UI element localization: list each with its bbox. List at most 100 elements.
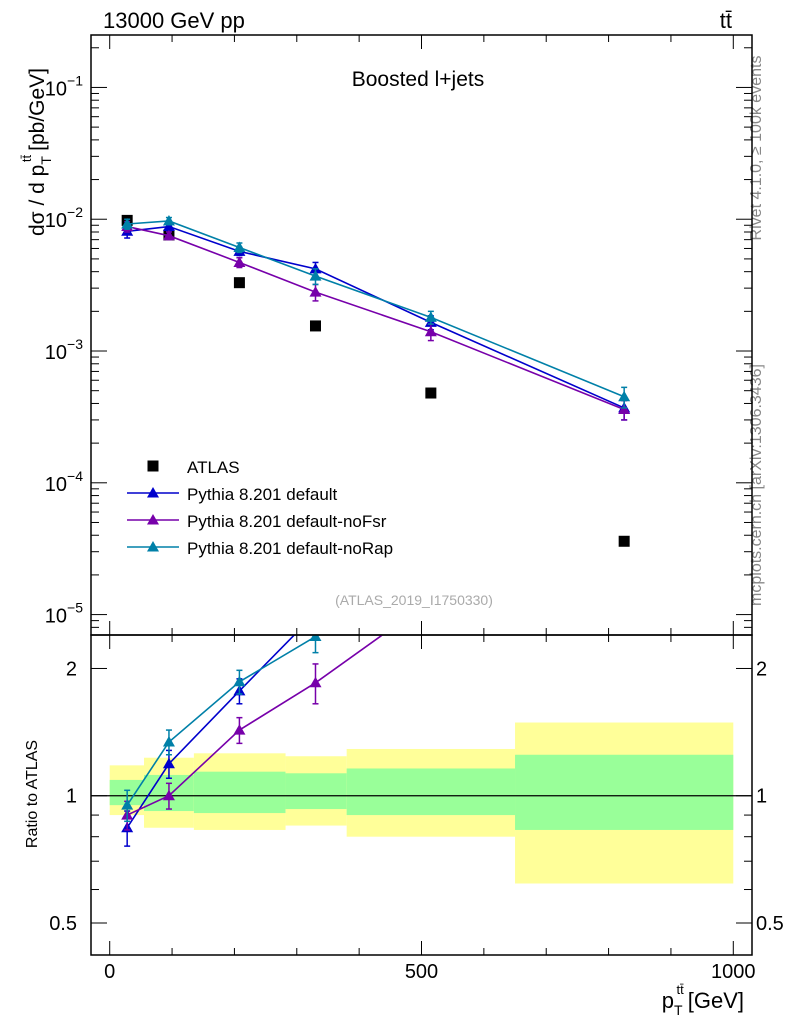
ratio-ytick-label-right: 0.5 (756, 913, 784, 935)
data-point (121, 218, 134, 229)
ratio-series-layer (121, 326, 630, 847)
ratio-point (121, 799, 134, 810)
main-ytick-base: 10 (45, 606, 67, 628)
main-ytick-exp: −4 (67, 468, 83, 484)
ratio-xlabel-sup: tt̄ (677, 982, 685, 997)
series-line (127, 225, 625, 409)
main-title: Boosted l+jets (352, 68, 485, 91)
main-ytick-label: 10−4 (45, 468, 83, 496)
ratio-stat-band (346, 768, 516, 816)
legend-label: Pythia 8.201 default-noFsr (187, 512, 387, 531)
mcplots-label: mcplots.cern.ch [arXiv:1306.3436] (748, 364, 765, 606)
data-point (618, 535, 630, 547)
ratio-ytick-label: 0.5 (49, 913, 77, 935)
series-pythia-8-201-default-norap (121, 214, 631, 409)
legend-label: Pythia 8.201 default (187, 485, 338, 504)
ratio-ytick-label: 2 (66, 658, 77, 680)
ratio-tick-labels: 0.5 0.5 1 1 2 2 0 500 1000 (49, 658, 784, 983)
legend-marker (147, 460, 159, 472)
main-ytick-label: 10−3 (45, 336, 83, 364)
main-series-layer (121, 214, 631, 547)
ratio-xlabel: pTtt̄ [GeV] (662, 982, 744, 1018)
ratio-point (618, 326, 630, 337)
data-point (425, 387, 437, 399)
ratio-stat-band (515, 754, 734, 830)
ratio-xlabel-text: p (662, 988, 674, 1013)
main-ylabel-unit: [pb/GeV] (26, 68, 49, 151)
main-ytick-base: 10 (45, 474, 67, 496)
data-point (309, 286, 322, 297)
ratio-point (309, 635, 322, 642)
series-line (127, 220, 625, 398)
data-point (618, 390, 631, 402)
ratio-stat-band (193, 771, 286, 814)
ratio-point (309, 676, 322, 688)
series-pythia-8-201-default (121, 220, 631, 421)
main-ylabel-sup: tt̄ (19, 154, 34, 162)
ratio-point (233, 724, 246, 735)
ratio-xtick-label: 1000 (711, 961, 756, 983)
data-point (618, 403, 631, 414)
main-ytick-exp: −1 (67, 72, 83, 88)
legend-label: ATLAS (187, 458, 240, 477)
ratio-line (126, 635, 384, 816)
main-ytick-exp: −3 (67, 336, 83, 352)
data-point (424, 325, 437, 337)
ratio-bands-layer (109, 722, 734, 884)
main-ytick-label: 10−1 (45, 72, 83, 100)
main-ytick-labels: 10−110−210−310−410−5 (45, 72, 83, 627)
ratio-series-pythia-8-201-default-nofsr (121, 367, 630, 831)
main-ytick-exp: −5 (67, 600, 83, 616)
ratio-stat-band (285, 773, 347, 810)
svg-text:pTtt̄[GeV]: pTtt̄ [GeV] (662, 982, 744, 1018)
energy-label: 13000 GeV pp (103, 8, 245, 33)
ratio-panel-frame (90, 634, 753, 956)
process-label: tt̄ (720, 8, 732, 33)
ratio-point (618, 367, 630, 378)
ratio-series-pythia-8-201-default-norap (121, 326, 630, 823)
data-point (424, 311, 437, 322)
legend-label: Pythia 8.201 default-noRap (187, 539, 393, 558)
ratio-ytick-label: 1 (66, 786, 77, 808)
data-point (233, 256, 246, 267)
ratio-axis-ticks (91, 635, 752, 955)
main-ytick-base: 10 (45, 210, 67, 232)
ratio-ytick-label-right: 2 (756, 658, 767, 680)
main-ytick-base: 10 (45, 78, 67, 100)
ratio-point (162, 735, 175, 747)
legend-marker (147, 514, 159, 525)
ratio-panel: 0.5 0.5 1 1 2 2 0 500 1000 Ratio to ATLAS pTtt̄[… (24, 326, 784, 1018)
data-point (309, 270, 322, 281)
ratio-line (126, 635, 320, 806)
main-ytick-label: 10−2 (45, 204, 83, 232)
data-point (162, 220, 175, 232)
data-point (233, 241, 246, 253)
legend: ATLAS Pythia 8.201 default Pythia 8.201 de… (127, 458, 393, 558)
main-ylabel-text: dσ / d p (26, 165, 49, 236)
ratio-xtick-label: 0 (104, 961, 115, 983)
legend-marker (147, 487, 159, 498)
main-axis-ticks (91, 35, 752, 636)
ratio-point (309, 607, 321, 618)
ratio-point (618, 362, 630, 373)
main-ytick-base: 10 (45, 342, 67, 364)
ratio-point (233, 675, 246, 687)
series-pythia-8-201-default-nofsr (121, 220, 631, 421)
data-point (233, 277, 245, 289)
ratio-xlabel-sub: T (674, 1002, 683, 1018)
data-point (162, 214, 175, 226)
main-ytick-exp: −2 (67, 204, 83, 220)
main-ytick-label: 10−5 (45, 600, 83, 628)
data-point (162, 229, 175, 241)
ratio-point (162, 757, 175, 769)
ratio-ylabel: Ratio to ATLAS (24, 740, 41, 848)
ratio-line (126, 635, 296, 829)
ratio-point (162, 789, 175, 801)
legend-marker (147, 541, 159, 552)
svg-text:dσ / d pTtt̄[pb/GeV]: dσ / d pTtt̄ [pb/GeV] (19, 68, 54, 236)
ratio-xlabel-unit: [GeV] (688, 988, 744, 1013)
series-line (126, 225, 625, 411)
ratio-ytick-label-right: 1 (756, 786, 767, 808)
main-ylabel: dσ / d pTtt̄ [pb/GeV] (19, 68, 54, 236)
